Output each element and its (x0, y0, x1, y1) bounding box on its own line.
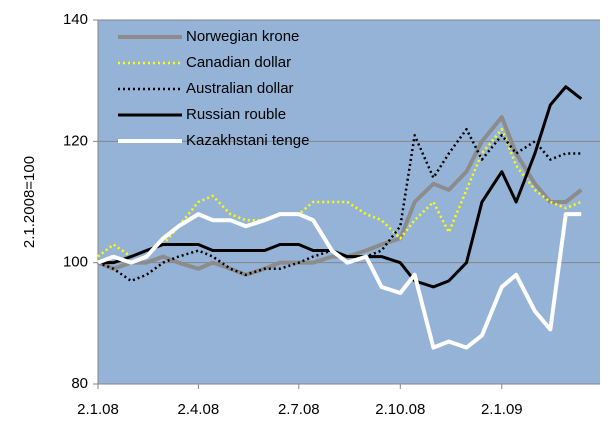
y-tick-label: 80 (71, 375, 88, 392)
y-tick-label: 140 (63, 11, 88, 28)
x-tick-label: 2.1.09 (481, 401, 523, 418)
series-line (97, 212, 582, 350)
legend-label: Kazakhstani tenge (186, 132, 309, 149)
x-tick-label: 2.1.08 (77, 401, 119, 418)
series-line (98, 85, 583, 289)
x-tick-label: 2.7.08 (278, 401, 320, 418)
x-tick-label: 2.4.08 (178, 401, 220, 418)
legend-label: Australian dollar (186, 80, 294, 97)
y-tick-label: 100 (63, 254, 88, 271)
legend-label: Canadian dollar (186, 54, 291, 71)
series-line (97, 127, 582, 283)
y-tick-label: 120 (63, 132, 88, 149)
x-tick-label: 2.10.08 (375, 401, 425, 418)
legend-label: Russian rouble (186, 106, 286, 123)
legend-label: Norwegian krone (186, 28, 299, 45)
y-axis-label: 2.1.2008=100 (21, 156, 38, 248)
